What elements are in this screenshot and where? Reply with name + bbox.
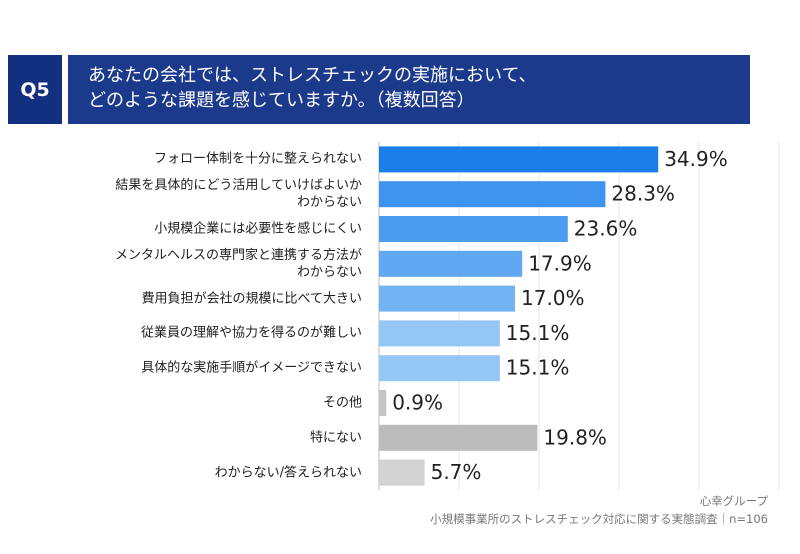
chart-title: あなたの会社では、ストレスチェックの実施において、 どのような課題を感じています… — [68, 55, 750, 124]
category-label: 結果を具体的にどう活用していけばよいか わからない — [115, 178, 362, 211]
category-label: その他 — [322, 395, 362, 411]
value-label: 19.8% — [543, 425, 607, 449]
bar — [379, 459, 425, 486]
category-label: 従業員の理解や協力を得るのが難しい — [140, 325, 362, 341]
source: 心幸グループ — [699, 494, 768, 508]
bar — [379, 181, 606, 208]
value-label: 5.7% — [431, 460, 482, 484]
value-label: 17.9% — [528, 251, 592, 275]
value-label: 34.9% — [664, 147, 728, 171]
bar — [379, 390, 387, 416]
value-label: 0.9% — [392, 391, 443, 415]
value-label: 28.3% — [611, 182, 675, 206]
value-label: 23.6% — [574, 217, 638, 241]
bar — [379, 320, 500, 347]
bar — [379, 250, 523, 277]
category-label: 特にない — [309, 430, 362, 446]
category-label: フォロー体制を十分に整えられない — [153, 151, 362, 167]
question-number: Q5 — [8, 55, 62, 124]
category-label: 具体的な実施手順がイメージできない — [141, 360, 362, 376]
value-label: 15.1% — [506, 321, 570, 345]
category-label: 小規模企業には必要性を感じにくい — [154, 221, 362, 237]
value-label: 15.1% — [506, 356, 570, 380]
category-label: 費用負担が会社の規模に比べて大きい — [141, 291, 362, 307]
bar — [379, 355, 500, 382]
value-label: 17.0% — [521, 286, 585, 310]
bar — [379, 216, 568, 242]
bar — [379, 146, 659, 173]
note: 小規模事業所のストレスチェック対応に関する実態調査｜n=106 — [430, 512, 768, 526]
category-label: メンタルヘルスの専門家と連携する方法が わからない — [114, 247, 362, 280]
bar — [379, 424, 538, 451]
bar — [379, 285, 515, 312]
category-label: わからない/答えられない — [214, 465, 362, 481]
